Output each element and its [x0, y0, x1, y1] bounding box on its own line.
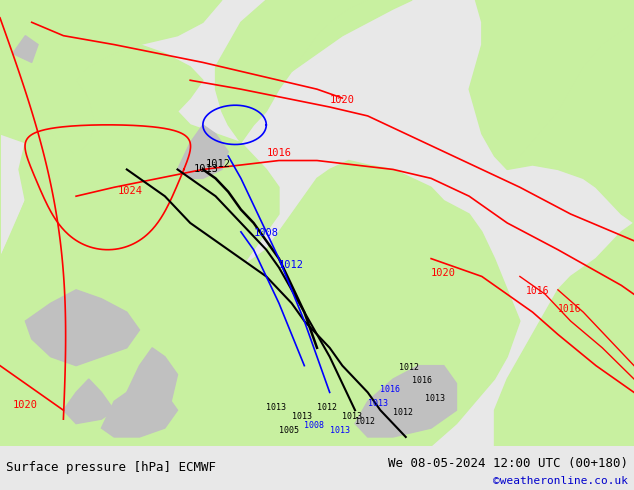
Text: 1020: 1020 — [431, 269, 456, 278]
Text: 1012: 1012 — [279, 260, 304, 270]
Text: 1013: 1013 — [342, 412, 363, 421]
Polygon shape — [355, 366, 456, 437]
Polygon shape — [292, 0, 412, 72]
Text: 1012: 1012 — [317, 403, 337, 412]
Text: 1013: 1013 — [292, 412, 312, 421]
Polygon shape — [178, 125, 228, 178]
Text: 1008: 1008 — [254, 228, 278, 238]
Text: 1016: 1016 — [266, 148, 291, 158]
Text: 1013: 1013 — [193, 164, 218, 173]
Text: 1016: 1016 — [558, 304, 581, 314]
Text: 1013: 1013 — [266, 403, 287, 412]
Text: 1005: 1005 — [279, 425, 299, 435]
Text: 1012: 1012 — [399, 363, 420, 372]
Polygon shape — [507, 22, 634, 223]
Text: 1016: 1016 — [380, 386, 401, 394]
Text: 1016: 1016 — [412, 376, 432, 386]
Polygon shape — [0, 161, 520, 446]
Text: ©weatheronline.co.uk: ©weatheronline.co.uk — [493, 476, 628, 486]
Polygon shape — [469, 0, 634, 170]
Polygon shape — [495, 223, 634, 446]
Text: We 08-05-2024 12:00 UTC (00+180): We 08-05-2024 12:00 UTC (00+180) — [387, 457, 628, 469]
Text: 1020: 1020 — [13, 400, 37, 410]
Polygon shape — [101, 384, 178, 437]
Polygon shape — [63, 379, 114, 423]
Polygon shape — [127, 348, 178, 410]
Text: 1008: 1008 — [304, 421, 325, 430]
Text: 1020: 1020 — [330, 95, 354, 104]
Polygon shape — [25, 290, 139, 366]
Polygon shape — [13, 36, 38, 62]
Text: 1016: 1016 — [526, 286, 550, 296]
Text: 1012: 1012 — [206, 159, 231, 169]
Polygon shape — [0, 0, 222, 259]
Text: Surface pressure [hPa] ECMWF: Surface pressure [hPa] ECMWF — [6, 462, 216, 474]
Text: 1012: 1012 — [355, 416, 375, 426]
Text: 1013: 1013 — [368, 399, 388, 408]
Text: 1012: 1012 — [393, 408, 413, 416]
Polygon shape — [216, 0, 368, 143]
Polygon shape — [0, 143, 139, 446]
Text: 1013: 1013 — [425, 394, 445, 403]
Text: 1024: 1024 — [117, 186, 142, 196]
Polygon shape — [0, 45, 279, 446]
Text: 1013: 1013 — [330, 425, 350, 435]
